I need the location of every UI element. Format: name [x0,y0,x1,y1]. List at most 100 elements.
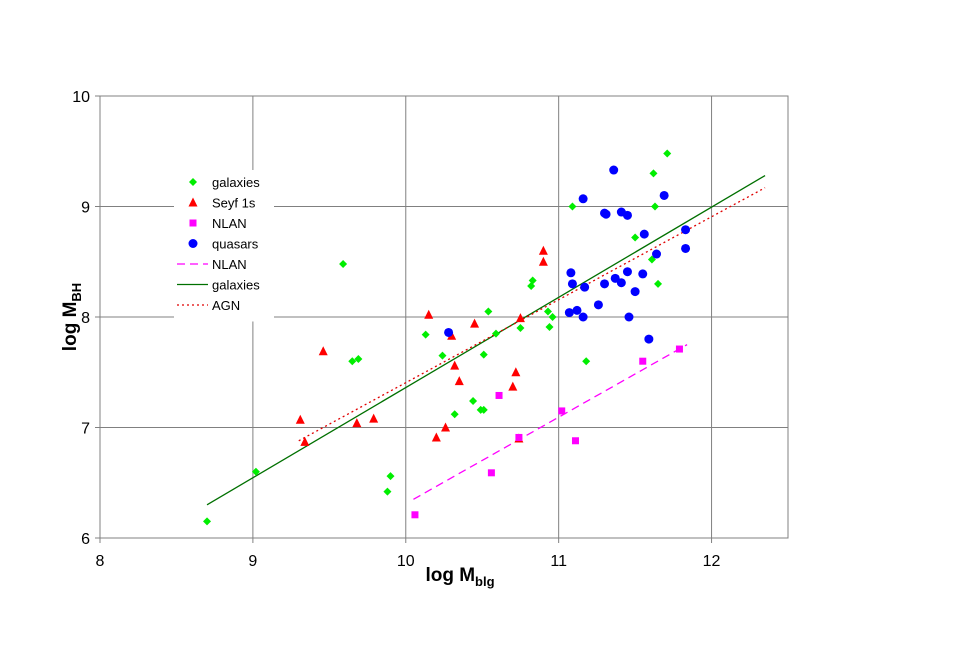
galaxies-point [450,410,459,419]
galaxies-point [663,149,672,158]
quasars-point [564,308,574,318]
galaxies-point [479,405,488,414]
legend-label: AGN [212,298,240,313]
y-axis-title-main: log M [60,302,81,352]
galaxies-point [516,324,525,333]
nlan-point [411,511,419,519]
legend-swatch-galaxies [189,178,197,186]
galaxies-point [354,354,363,363]
x-tick-label: 10 [397,553,415,570]
seyf-1s-point [318,346,328,356]
nlan-point [558,407,566,415]
legend-item-nlan-line: NLAN [177,257,247,272]
galaxies-point [339,259,348,268]
quasars-point [609,165,619,175]
y-tick-label: 7 [81,421,90,438]
galaxies-point [545,322,554,331]
legend-item-nlan: NLAN [189,216,247,231]
galaxies-point [548,313,557,321]
quasars-point [578,194,588,204]
legend: galaxies Seyf 1s NLAN quasars NLAN galaxies AG… [174,170,274,322]
quasars-point [616,278,626,288]
quasars-point [567,279,577,289]
legend-item-galaxies: galaxies [189,175,260,190]
seyf-1s-point [508,381,518,391]
galaxies-point [568,202,577,211]
nlan-point [515,433,523,441]
galaxies-point [650,202,659,211]
galaxies-point [251,467,260,476]
galaxies-point [654,279,663,288]
quasars-point [659,190,669,200]
galaxies-point [421,330,430,339]
legend-swatch-seyf-1s [188,197,198,207]
seyf-1s-point [454,376,464,386]
seyf-1s-point [450,360,460,370]
regression-lines [206,175,766,506]
galaxies-fit-line [206,175,766,506]
x-tick-label: 12 [703,553,721,570]
quasars-point [638,269,648,279]
quasars-point [601,209,611,219]
quasars-point [580,282,590,292]
quasars-point [652,249,662,259]
legend-item-quasars: quasars [188,237,259,252]
galaxies-point [484,307,493,316]
legend-label: NLAN [212,216,247,231]
x-axis-tick-labels: 8 9 10 11 12 [96,553,721,570]
galaxies-point [348,357,357,366]
nlan-point [571,437,579,445]
quasars-point [644,334,654,344]
agn-fit-line [298,187,766,442]
quasars-point [593,300,603,310]
seyf-1s-point [424,309,434,319]
legend-label: Seyf 1s [212,196,256,211]
y-axis-title: log MBH [60,283,84,351]
nlan-point [639,357,647,365]
quasars-point [639,229,649,239]
quasars-point [622,267,632,277]
seyf-1s-point [431,432,441,442]
seyf-1s-point [369,413,379,423]
seyf-1s-point [441,422,451,432]
y-tick-label: 8 [81,310,90,327]
seyf-1s-point [515,313,525,323]
x-tick-label: 8 [96,553,105,570]
quasars-point [630,287,640,297]
seyf-1s-point [352,418,362,428]
legend-label: quasars [212,237,259,252]
data-points [203,149,691,526]
nlan-point [675,345,683,353]
x-axis-title-main: log M [425,565,475,586]
galaxies-point [582,357,591,366]
quasars-point [578,312,588,322]
seyf-1s-point [295,414,305,424]
quasars-point [444,327,454,337]
quasars-point [572,305,582,315]
galaxies-point [491,329,500,338]
galaxies-point [386,472,395,481]
quasars-point [622,210,632,220]
legend-item-galaxies-line: galaxies [177,278,260,293]
galaxies-point [383,487,392,496]
quasars-point [624,312,634,322]
seyf-1s-point [470,318,480,328]
galaxies-point [543,307,552,316]
legend-label: galaxies [212,175,260,190]
galaxies-point [479,350,488,359]
x-axis-title: log Mblg [425,565,494,589]
seyf-1s-point [300,436,310,446]
quasars-point [566,268,576,278]
nlan-point [487,469,495,477]
nlan-fit-line [413,344,688,500]
y-tick-label: 6 [81,531,90,548]
y-axis-title-subscript: BH [69,283,84,302]
galaxies-point [649,169,658,178]
seyf-1s-point [511,367,521,377]
seyf-1s-point [538,256,548,266]
quasars-point [681,243,691,253]
galaxies-point [469,396,478,405]
quasars-point [600,279,610,289]
